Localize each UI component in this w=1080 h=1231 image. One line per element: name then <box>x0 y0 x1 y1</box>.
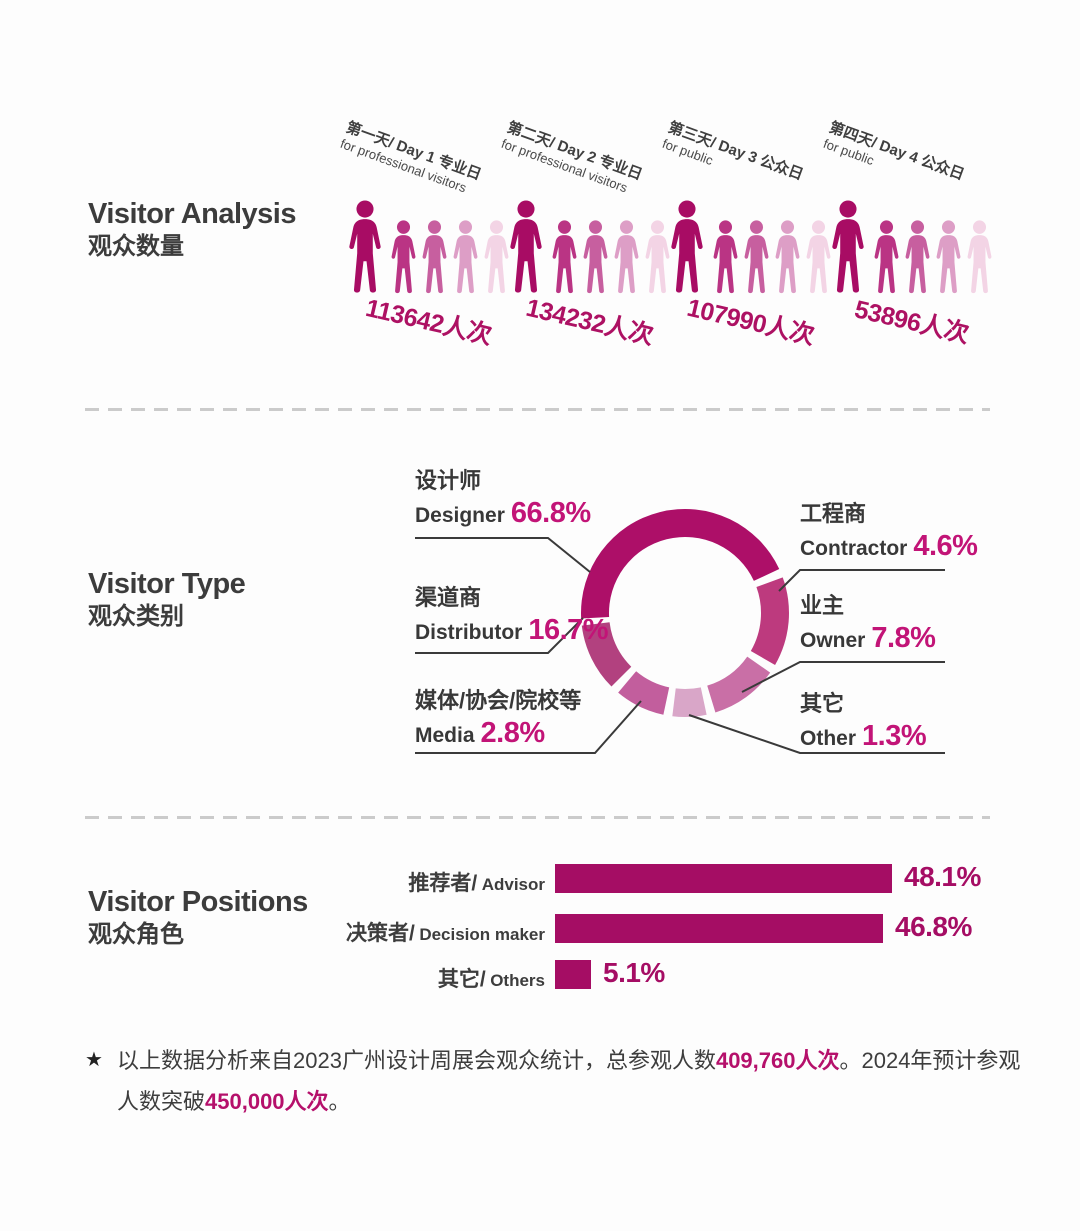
people-pictograms <box>829 198 994 295</box>
person-icon <box>484 220 509 294</box>
segment-label-en: Contractor 4.6% <box>800 530 978 562</box>
donut-segment-owner <box>707 656 771 713</box>
person-icon <box>552 220 577 294</box>
day-group-1: 第一天/ Day 1 专业日 for professional visitors… <box>338 110 512 365</box>
position-bar <box>555 864 892 893</box>
segment-label-zh: 媒体/协会/院校等 <box>415 688 582 713</box>
visitor-type-title: Visitor Type 观众类别 <box>88 568 246 632</box>
footnote: ★ 以上数据分析来自2023广州设计周展会观众统计，总参观人数409,760人次。… <box>85 1040 1027 1122</box>
person-icon <box>422 220 447 294</box>
segment-label-en: Other 1.3% <box>800 720 927 752</box>
star-icon: ★ <box>85 1049 103 1071</box>
people-pictograms <box>507 198 672 295</box>
segment-label-zh: 设计师 <box>415 468 482 493</box>
donut-label-contractor: 工程商 Contractor 4.6% <box>800 501 978 564</box>
person-icon <box>806 220 831 294</box>
segment-percentage: 2.8% <box>480 717 546 749</box>
donut-segment-distributor <box>581 622 632 687</box>
position-bar-row: 其它/ Others 5.1% <box>0 957 1080 992</box>
donut-segment-media <box>618 671 670 715</box>
person-icon <box>671 200 703 293</box>
donut-label-owner: 业主 Owner 7.8% <box>800 593 936 656</box>
position-bar-row: 推荐者/ Advisor 48.1% <box>0 861 1080 896</box>
segment-label-en: Owner 7.8% <box>800 622 936 654</box>
person-icon <box>614 220 639 294</box>
donut-segment-other <box>672 687 707 717</box>
donut-segment-contractor <box>750 577 789 665</box>
segment-percentage: 7.8% <box>871 622 936 654</box>
day-group-2: 第二天/ Day 2 专业日 for professional visitors… <box>499 110 673 365</box>
visitor-type-title-en: Visitor Type <box>88 568 246 600</box>
visitor-analysis-title: Visitor Analysis 观众数量 <box>88 198 297 262</box>
segment-label-en: Designer 66.8% <box>415 497 591 529</box>
segment-label-zh: 工程商 <box>800 501 867 526</box>
visitor-positions-title-zh: 观众角色 <box>88 921 184 948</box>
position-bar-row: 决策者/ Decision maker 46.8% <box>0 911 1080 946</box>
donut-label-media: 媒体/协会/院校等 Media 2.8% <box>415 688 581 751</box>
visitor-analysis-title-zh: 观众数量 <box>88 233 184 260</box>
position-label: 其它/ Others <box>437 968 545 991</box>
day-group-3: 第三天/ Day 3 公众日 for public 107990人次 <box>660 110 834 365</box>
day-group-4: 第四天/ Day 4 公众日 for public 53896人次 <box>821 110 995 365</box>
donut-label-distributor: 渠道商 Distributor 16.7% <box>415 585 609 648</box>
segment-percentage: 4.6% <box>913 530 978 562</box>
position-percentage: 46.8% <box>895 911 972 942</box>
visitor-type-title-zh: 观众类别 <box>88 603 184 630</box>
person-icon <box>453 220 478 294</box>
person-icon <box>645 220 670 294</box>
donut-chart <box>581 508 789 717</box>
person-icon <box>967 220 992 294</box>
position-percentage: 48.1% <box>904 861 981 892</box>
position-label: 推荐者/ Advisor <box>408 872 545 895</box>
position-label: 决策者/ Decision maker <box>346 922 545 945</box>
person-icon <box>744 220 769 294</box>
donut-label-designer: 设计师 Designer 66.8% <box>415 468 591 531</box>
people-pictograms <box>668 198 833 295</box>
donut-label-other: 其它 Other 1.3% <box>800 691 927 754</box>
position-bar <box>555 960 591 989</box>
segment-label-zh: 其它 <box>800 691 845 716</box>
position-bar <box>555 914 883 943</box>
segment-percentage: 16.7% <box>528 614 609 646</box>
people-pictograms <box>346 198 511 295</box>
donut-segment-designer <box>581 508 780 619</box>
segment-label-zh: 渠道商 <box>415 585 482 610</box>
total-visitors-value: 409,760人次 <box>715 1048 840 1073</box>
person-icon <box>349 200 381 293</box>
segment-label-zh: 业主 <box>800 593 845 618</box>
visitor-analysis-title-en: Visitor Analysis <box>88 198 297 230</box>
person-icon <box>936 220 961 294</box>
position-percentage: 5.1% <box>603 957 665 988</box>
person-icon <box>510 200 542 293</box>
person-icon <box>713 220 738 294</box>
segment-label-en: Distributor 16.7% <box>415 614 609 646</box>
person-icon <box>775 220 800 294</box>
segment-label-en: Media 2.8% <box>415 717 546 749</box>
forecast-visitors-value: 450,000人次 <box>205 1089 329 1114</box>
segment-percentage: 1.3% <box>862 720 927 752</box>
segment-percentage: 66.8% <box>510 497 591 529</box>
person-icon <box>391 220 416 294</box>
dashed-divider <box>85 816 990 819</box>
dashed-divider <box>85 408 990 411</box>
visitor-positions-title: Visitor Positions 观众角色 <box>88 886 308 950</box>
footnote-text: 以上数据分析来自2023广州设计周展会观众统计，总参观人数409,760人次。2… <box>117 1048 1021 1114</box>
person-icon <box>583 220 608 294</box>
person-icon <box>832 200 864 293</box>
visitor-positions-title-en: Visitor Positions <box>88 886 308 918</box>
person-icon <box>905 220 930 294</box>
person-icon <box>874 220 899 294</box>
